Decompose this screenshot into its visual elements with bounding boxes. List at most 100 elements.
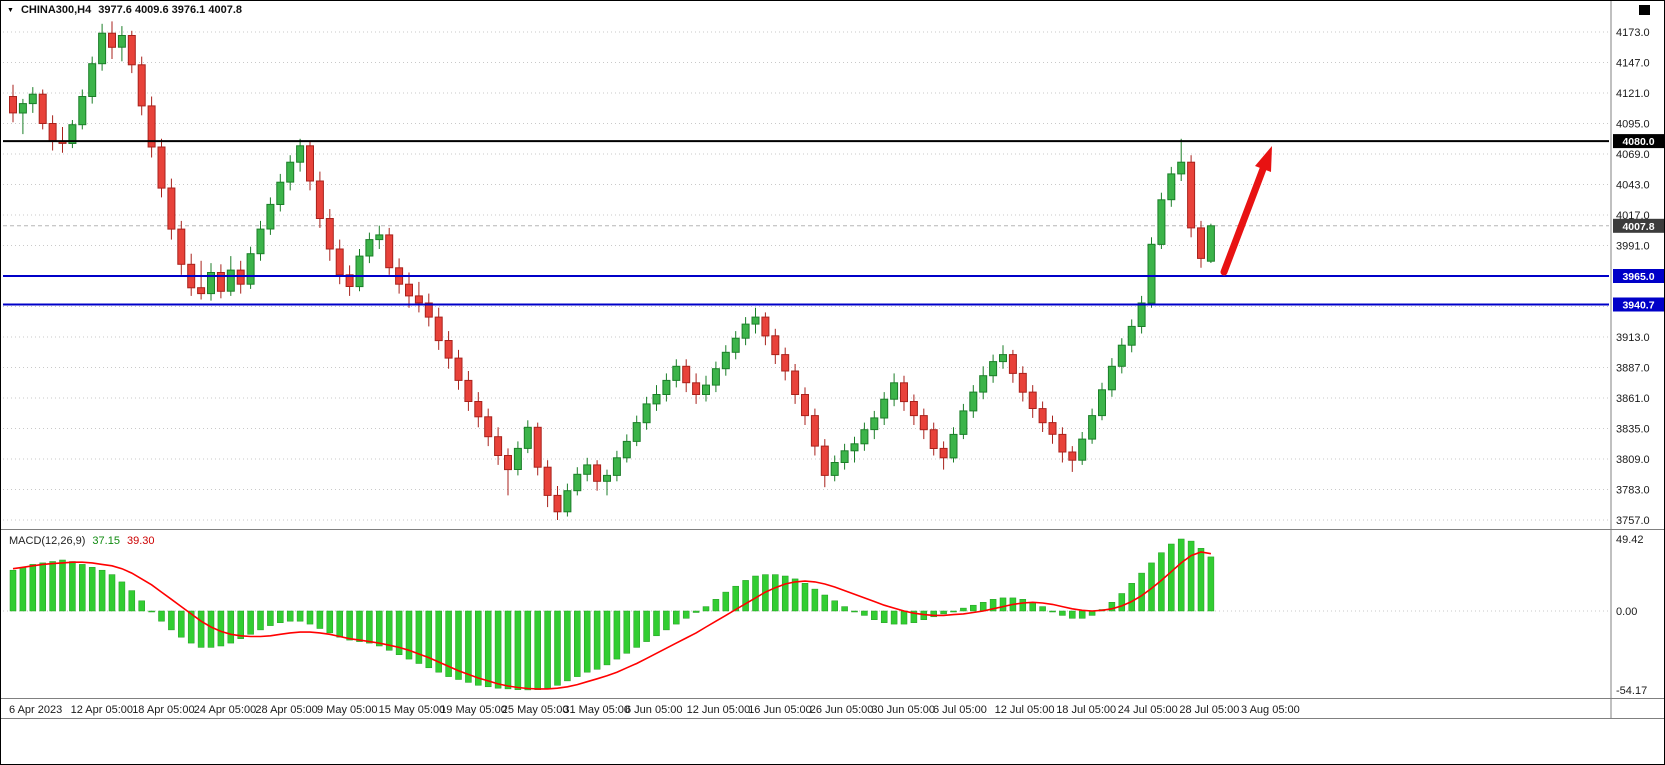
candle-body (1137, 302, 1146, 327)
candle-body (1117, 344, 1126, 367)
candle-body (830, 462, 839, 476)
price-line-badge (1613, 134, 1664, 149)
macd-histogram-bar (811, 588, 819, 612)
price-tick-label: 3783.0 (1616, 485, 1650, 497)
macd-histogram-bar (1049, 610, 1056, 613)
candle-body (761, 316, 770, 337)
candle-body (840, 450, 849, 463)
time-axis-label: 28 Apr 05:00 (255, 704, 317, 716)
macd-histogram-bar (554, 610, 561, 686)
candle-body (88, 63, 97, 97)
time-axis-label: 6 Jul 05:00 (933, 704, 987, 716)
candle-body (1058, 433, 1067, 453)
candle-body (672, 365, 681, 381)
candle-body (692, 382, 701, 395)
macd-histogram-bar (98, 569, 106, 612)
candle-body (454, 357, 463, 381)
macd-histogram-bar (841, 606, 848, 612)
candle-body (553, 494, 562, 513)
candle-body (157, 146, 166, 189)
time-axis-label: 31 May 05:00 (563, 704, 630, 716)
macd-histogram-bar (277, 610, 284, 623)
time-axis-label: 18 Apr 05:00 (132, 704, 194, 716)
time-axis-label: 24 Apr 05:00 (194, 704, 256, 716)
candle-body (741, 323, 750, 339)
candle-body (504, 455, 512, 471)
candle-body (147, 105, 156, 148)
macd-histogram-bar (356, 610, 363, 642)
candle-body (1048, 422, 1057, 435)
price-line-badge (1613, 269, 1664, 283)
macd-histogram-bar (326, 610, 334, 634)
candle-body (642, 403, 651, 424)
macd-axis-label: 0.00 (1616, 606, 1637, 618)
macd-histogram-bar (851, 610, 858, 613)
candle-body (18, 103, 27, 114)
macd-histogram-bar (376, 610, 383, 647)
macd-signal-value: 39.30 (126, 535, 155, 547)
macd-histogram-bar (1029, 602, 1036, 612)
macd-histogram-bar (702, 606, 710, 612)
candle-body (771, 335, 780, 356)
macd-histogram-bar (1128, 583, 1135, 612)
macd-histogram-bar (475, 610, 482, 686)
macd-histogram-bar (1187, 540, 1195, 612)
macd-signal-line (12, 551, 1212, 690)
macd-histogram-bar (772, 574, 779, 612)
candle-body (108, 32, 116, 48)
candle-body (711, 368, 720, 386)
price-tick-label: 3835.0 (1616, 424, 1650, 436)
candle-body (593, 464, 602, 482)
candle-body (325, 218, 334, 250)
candle-body (68, 124, 77, 144)
candle-body (702, 384, 710, 396)
candle-body (414, 295, 423, 304)
macd-histogram-bar (197, 610, 205, 648)
macd-histogram-bar (831, 600, 838, 612)
candle-body (286, 161, 295, 183)
candle-body (751, 316, 760, 325)
ohlc-readout: 3977.6 4009.6 3976.1 4007.8 (98, 4, 242, 16)
candle-body (246, 253, 255, 285)
macd-histogram-bar (643, 610, 650, 642)
candle-body (1038, 408, 1047, 424)
macd-histogram-bar (801, 583, 809, 612)
macd-histogram-bar (593, 610, 601, 670)
candle-body (424, 302, 433, 318)
candle-body (533, 426, 542, 468)
macd-histogram-bar (663, 610, 670, 631)
macd-histogram-bar (1019, 599, 1027, 612)
price-tick-label: 3991.0 (1616, 241, 1650, 253)
macd-histogram-bar (989, 599, 997, 612)
candle-body (1167, 173, 1176, 201)
macd-histogram-bar (445, 610, 452, 677)
macd-histogram-bar (564, 610, 571, 682)
candle-body (226, 269, 235, 292)
candle-body (1018, 372, 1027, 393)
candle-body (484, 416, 493, 438)
candle-body (306, 145, 314, 182)
trend-arrow-head[interactable] (1255, 146, 1272, 172)
symbol-dropdown-icon[interactable]: ▼ (7, 6, 14, 14)
time-axis-label: 16 Jun 05:00 (748, 704, 812, 716)
price-tick-label: 4069.0 (1616, 149, 1650, 161)
time-axis-label: 26 Jun 05:00 (810, 704, 874, 716)
macd-histogram-bar (336, 610, 343, 638)
macd-histogram-bar (178, 610, 185, 638)
trend-arrow-shaft[interactable] (1220, 165, 1267, 276)
macd-histogram-bar (9, 569, 17, 612)
candle-body (721, 351, 730, 370)
candle-body (137, 64, 146, 107)
candle-body (335, 248, 344, 276)
macd-histogram-bar (267, 610, 274, 626)
candle-body (563, 490, 572, 513)
macd-histogram-bar (781, 575, 789, 612)
macd-histogram-bar (29, 564, 37, 612)
macd-histogram-bar (752, 575, 759, 612)
price-line-badge (1613, 297, 1664, 312)
macd-histogram-bar (405, 610, 413, 660)
macd-histogram-bar (19, 567, 27, 612)
candle-body (890, 382, 899, 400)
macd-histogram-bar (930, 610, 937, 618)
